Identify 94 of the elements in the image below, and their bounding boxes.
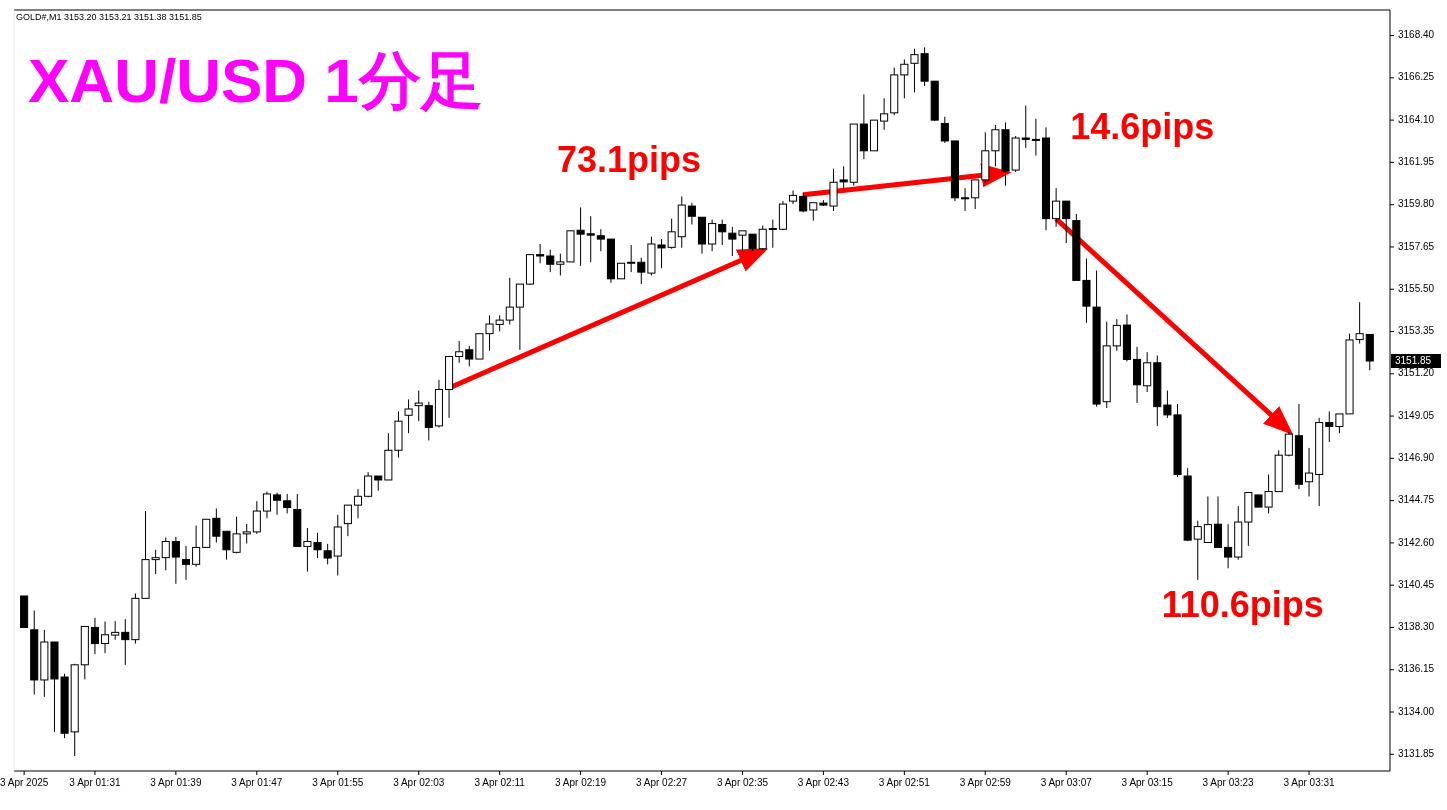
y-tick-label: 3155.50 xyxy=(1398,282,1435,294)
y-tick-label: 3136.15 xyxy=(1398,663,1435,675)
candlestick xyxy=(101,621,110,654)
x-tick-label: 3 Apr 01:55 xyxy=(312,777,364,788)
y-tick-label: 3159.80 xyxy=(1398,198,1435,210)
x-tick-label: 3 Apr 01:31 xyxy=(69,777,121,788)
y-tick-label: 3140.45 xyxy=(1398,578,1435,590)
candlestick xyxy=(242,523,251,544)
candlestick xyxy=(1193,520,1202,581)
y-tick-label: 3142.60 xyxy=(1398,536,1435,548)
candlestick xyxy=(262,491,271,519)
annotation: 110.6pips xyxy=(1161,583,1324,625)
candlestick xyxy=(586,215,595,263)
y-tick-label: 3168.40 xyxy=(1398,29,1435,41)
candlestick xyxy=(718,219,727,246)
candlestick xyxy=(961,187,970,212)
x-tick-label: 3 Apr 02:35 xyxy=(716,777,769,788)
candlestick xyxy=(111,620,120,641)
x-tick-label: 3 Apr 01:47 xyxy=(231,777,283,788)
annotation: 73.1pips xyxy=(557,138,702,180)
candlestick xyxy=(171,536,180,585)
x-tick-label: 3 Apr 02:59 xyxy=(959,777,1012,788)
x-tick-label: 3 Apr 03:15 xyxy=(1121,777,1174,788)
candlestick xyxy=(353,488,363,519)
x-tick-label: 3 Apr 02:11 xyxy=(474,777,526,788)
candlestick xyxy=(283,493,292,514)
candlestick xyxy=(971,179,980,210)
annotation: 14.6pips xyxy=(1070,105,1215,147)
x-tick-label: 3 Apr 01:39 xyxy=(150,777,202,788)
candlestick xyxy=(404,398,413,434)
candlestick xyxy=(596,228,605,252)
candlestick xyxy=(273,492,282,516)
candlestick xyxy=(687,202,696,226)
candlestick xyxy=(940,116,949,144)
candlestick xyxy=(1031,118,1040,157)
candlestick xyxy=(1021,105,1030,149)
y-tick-label: 3134.00 xyxy=(1398,705,1435,717)
candlestick xyxy=(343,504,352,537)
y-tick-label: 3149.05 xyxy=(1398,409,1435,421)
y-tick-label: 3151.20 xyxy=(1398,367,1435,379)
y-tick-label: 3131.85 xyxy=(1398,747,1435,759)
candlestick xyxy=(627,244,636,273)
x-tick-label: 3 Apr 02:27 xyxy=(635,777,688,788)
y-tick-label: 3164.10 xyxy=(1398,113,1435,125)
candlestick xyxy=(414,390,423,422)
candlestick xyxy=(758,225,767,251)
y-tick-label: 3153.35 xyxy=(1398,325,1435,337)
y-tick-label: 3146.90 xyxy=(1398,451,1435,463)
y-tick-label: 3161.95 xyxy=(1398,156,1435,168)
text: 3151.85 xyxy=(1395,354,1432,366)
x-tick-label: 3 Apr 03:07 xyxy=(1040,777,1093,788)
candlestick xyxy=(252,500,261,535)
annotation: GOLD#,M1 3153.20 3153.21 3151.38 3151.85 xyxy=(16,12,202,22)
candlestick xyxy=(424,401,433,441)
x-tick-label: 3 Apr 02:43 xyxy=(797,777,850,788)
candlestick xyxy=(900,58,909,99)
candlestick xyxy=(161,537,170,571)
candlestick xyxy=(192,525,201,568)
candlestick xyxy=(1305,447,1314,497)
text: XAU/USD 1分足 xyxy=(28,46,483,115)
candlestick xyxy=(536,243,545,264)
x-tick-label: 3 Apr 2025 xyxy=(0,777,49,788)
candlestick xyxy=(364,471,373,498)
candlestick xyxy=(1213,495,1223,548)
x-tick-label: 3 Apr 03:31 xyxy=(1283,777,1336,788)
candlestick xyxy=(1052,187,1061,228)
candlestick xyxy=(637,257,646,285)
candlestick xyxy=(455,340,464,364)
candlestick xyxy=(1325,410,1334,443)
x-tick-label: 3 Apr 03:23 xyxy=(1202,777,1255,788)
y-tick-label: 3157.65 xyxy=(1398,240,1435,252)
candlestick xyxy=(546,249,555,273)
candlestick xyxy=(1143,351,1152,393)
candlestick xyxy=(465,345,474,367)
x-tick-label: 3 Apr 02:03 xyxy=(393,777,445,788)
candlestick xyxy=(768,219,777,249)
x-tick-label: 3 Apr 02:51 xyxy=(878,777,931,788)
candlestick xyxy=(708,219,717,252)
candlestick xyxy=(515,283,524,351)
y-tick-label: 3166.25 xyxy=(1398,71,1435,83)
candlestick xyxy=(1062,200,1071,244)
x-tick-label: 3 Apr 02:19 xyxy=(555,777,607,788)
candlestick xyxy=(323,543,332,565)
candlestick xyxy=(121,618,130,666)
candlestick xyxy=(1224,523,1233,569)
candlestick xyxy=(505,277,514,325)
candlestick xyxy=(1284,431,1293,457)
candlestick xyxy=(1112,318,1121,352)
y-tick-label: 3144.75 xyxy=(1398,494,1435,506)
candlestick xyxy=(1203,495,1212,543)
y-tick-label: 3138.30 xyxy=(1398,621,1435,633)
candlestick xyxy=(880,97,889,131)
candlestick xyxy=(90,617,99,655)
candlestick xyxy=(181,545,191,581)
